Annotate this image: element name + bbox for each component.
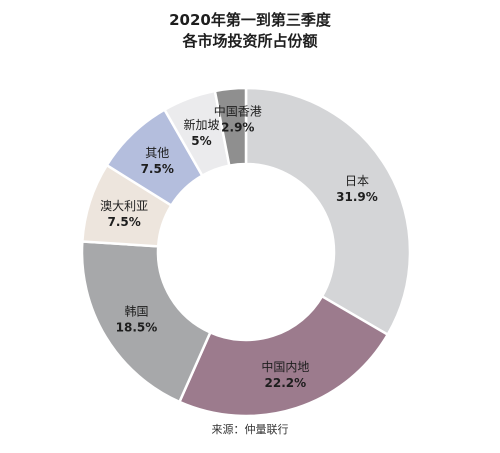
slice-value-1: 22.2% <box>265 376 307 390</box>
slice-label-0: 日本 <box>345 174 369 188</box>
slice-label-2: 韩国 <box>124 303 148 318</box>
slice-value-6: 2.9% <box>221 121 254 135</box>
chart-title-line-1: 2020年第一到第三季度 <box>169 11 331 29</box>
slice-2 <box>80 240 212 404</box>
slice-label-1: 中国内地 <box>261 359 309 374</box>
slice-label-6: 中国香港 <box>214 104 262 119</box>
slice-label-3: 澳大利亚 <box>100 199 148 213</box>
chart-title-line-2: 各市场投资所占份额 <box>182 32 318 50</box>
source-note: 来源：仲量联行 <box>211 423 289 436</box>
slice-value-5: 5% <box>191 134 211 148</box>
slice-1 <box>177 294 390 418</box>
slice-6 <box>213 86 248 168</box>
slice-value-3: 7.5% <box>107 215 140 229</box>
slice-label-5: 新加坡 <box>183 117 219 132</box>
slice-value-4: 7.5% <box>141 162 174 176</box>
chart-title: 2020年第一到第三季度 各市场投资所占份额 <box>0 10 500 52</box>
slice-value-2: 18.5% <box>116 320 158 334</box>
slice-0 <box>244 86 412 337</box>
slice-label-4: 其他 <box>145 146 169 160</box>
slice-value-0: 31.9% <box>336 190 378 204</box>
